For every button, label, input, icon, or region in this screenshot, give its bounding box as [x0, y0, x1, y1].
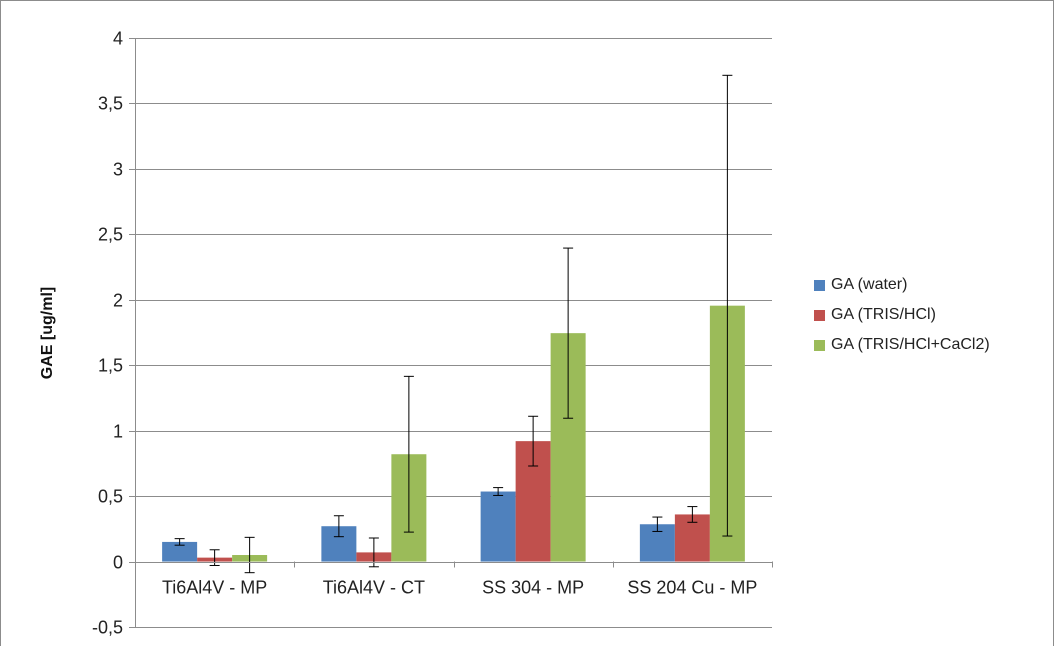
legend-swatch-tris-cacl2 [814, 339, 825, 351]
legend-item-water: GA (water) [814, 270, 990, 300]
legend-swatch-tris [814, 309, 825, 321]
x-tick-label: Ti6Al4V - CT [323, 578, 425, 598]
bar [480, 491, 516, 562]
y-tick-label: 1,5 [98, 356, 123, 376]
legend: GA (water) GA (TRIS/HCl) GA (TRIS/HCl+Ca… [814, 270, 990, 360]
legend-item-tris: GA (TRIS/HCl) [814, 300, 990, 330]
y-tick-label: 3,5 [98, 94, 123, 114]
y-tick-label: -0,5 [92, 618, 123, 638]
x-tick-label: SS 204 Cu - MP [627, 578, 757, 598]
y-tick-label: 2,5 [98, 225, 123, 245]
x-tick-label: SS 304 - MP [482, 578, 584, 598]
legend-label-water: GA (water) [831, 276, 908, 293]
y-axis-title: GAE [ug/ml] [39, 286, 56, 380]
y-tick-label: 2 [113, 291, 123, 311]
legend-item-tris-cacl2: GA (TRIS/HCl+CaCl2) [814, 330, 990, 360]
y-tick-label: 0,5 [98, 487, 123, 507]
x-tick-label: Ti6Al4V - MP [162, 578, 267, 598]
legend-label-tris: GA (TRIS/HCl) [831, 306, 936, 323]
legend-swatch-water [814, 279, 825, 291]
y-tick-label: 1 [113, 422, 123, 442]
y-tick-label: 3 [113, 160, 123, 180]
legend-label-tris-cacl2: GA (TRIS/HCl+CaCl2) [831, 336, 990, 353]
y-tick-label: 0 [113, 553, 123, 573]
y-tick-label: 4 [113, 29, 123, 49]
bar [162, 541, 198, 562]
